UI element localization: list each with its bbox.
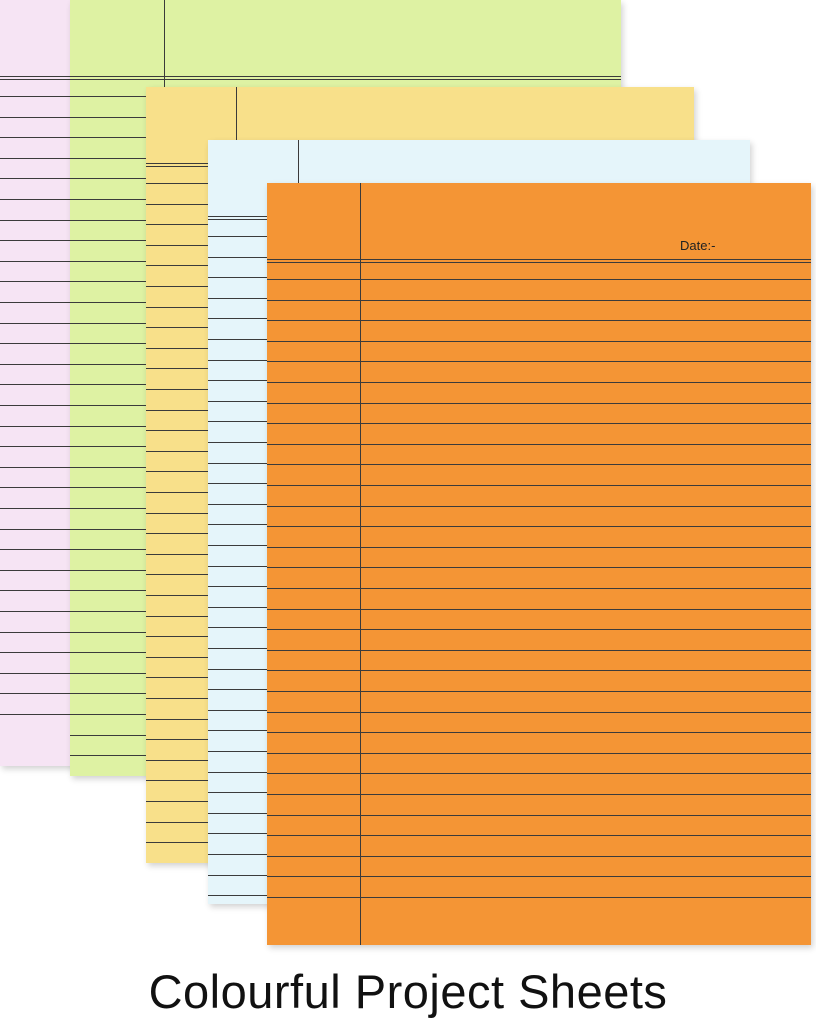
header-rule bbox=[70, 76, 621, 77]
ruled-line bbox=[267, 670, 811, 671]
ruled-line bbox=[267, 609, 811, 610]
ruled-line bbox=[267, 712, 811, 713]
ruled-line bbox=[267, 753, 811, 754]
ruled-line bbox=[267, 815, 811, 816]
ruled-line bbox=[267, 300, 811, 301]
ruled-line bbox=[267, 423, 811, 424]
ruled-line bbox=[267, 691, 811, 692]
margin-line bbox=[360, 183, 361, 945]
ruled-line bbox=[267, 588, 811, 589]
caption-title: Colourful Project Sheets bbox=[148, 965, 668, 1018]
ruled-line bbox=[267, 897, 811, 898]
header-rule bbox=[267, 259, 811, 260]
ruled-line bbox=[267, 835, 811, 836]
ruled-line bbox=[267, 526, 811, 527]
ruled-line bbox=[267, 320, 811, 321]
ruled-line bbox=[267, 567, 811, 568]
ruled-line bbox=[267, 444, 811, 445]
ruled-line bbox=[267, 650, 811, 651]
ruled-line bbox=[267, 361, 811, 362]
ruled-line bbox=[267, 629, 811, 630]
ruled-line bbox=[267, 732, 811, 733]
ruled-line bbox=[267, 464, 811, 465]
ruled-line bbox=[267, 279, 811, 280]
ruled-line bbox=[267, 485, 811, 486]
ruled-line bbox=[267, 403, 811, 404]
ruled-line bbox=[267, 547, 811, 548]
ruled-line bbox=[267, 876, 811, 877]
ruled-line bbox=[267, 341, 811, 342]
orange-ruled-sheet: Date:- bbox=[267, 183, 811, 945]
ruled-line bbox=[267, 506, 811, 507]
date-label: Date:- bbox=[680, 238, 716, 253]
ruled-line bbox=[267, 794, 811, 795]
ruled-line bbox=[267, 856, 811, 857]
ruled-line bbox=[267, 773, 811, 774]
ruled-line bbox=[267, 382, 811, 383]
